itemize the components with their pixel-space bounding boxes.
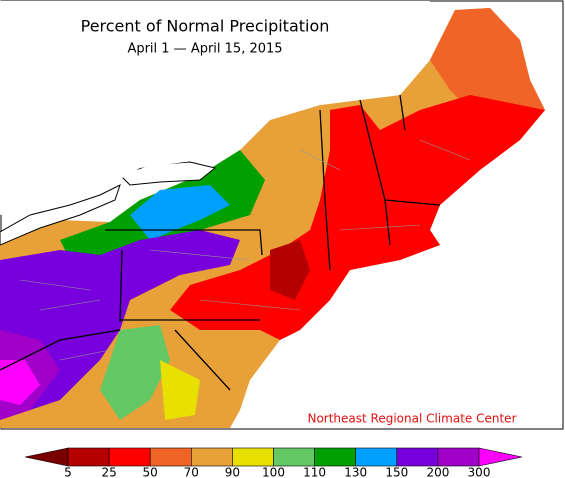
lake-erie bbox=[0, 184, 121, 246]
region-red bbox=[170, 95, 545, 340]
region-blue bbox=[130, 185, 230, 240]
legend-label: 100 bbox=[262, 466, 285, 478]
legend-label: 130 bbox=[344, 466, 367, 478]
legend-label: 90 bbox=[225, 466, 240, 478]
legend-label: 50 bbox=[143, 466, 158, 478]
legend-swatch bbox=[67, 447, 110, 467]
legend-swatch bbox=[355, 447, 398, 467]
region-lightgreen bbox=[100, 325, 170, 420]
legend-label: 200 bbox=[426, 466, 449, 478]
legend-label: 5 bbox=[64, 466, 72, 478]
map-title: Percent of Normal Precipitation bbox=[81, 17, 330, 36]
legend-swatch bbox=[232, 447, 274, 467]
map-subtitle: April 1 — April 15, 2015 bbox=[127, 42, 282, 57]
region-magenta bbox=[0, 360, 40, 405]
legend-label: 25 bbox=[101, 466, 116, 478]
region-yellow bbox=[160, 360, 200, 420]
credit: Northeast Regional Climate Center bbox=[307, 412, 516, 426]
region-maine bbox=[430, 8, 545, 120]
legend: 5 25 50 70 90 100 110 130 150 200 300 bbox=[24, 447, 523, 478]
legend-label: 70 bbox=[184, 466, 199, 478]
legend-arrow-high bbox=[478, 447, 523, 467]
legend-swatch bbox=[314, 447, 357, 467]
region-purple bbox=[0, 230, 240, 420]
legend-arrow-low bbox=[24, 447, 69, 467]
legend-label: 150 bbox=[385, 466, 408, 478]
canada bbox=[0, 1, 430, 215]
legend-label: 110 bbox=[303, 466, 326, 478]
land bbox=[0, 8, 545, 428]
legend-swatch bbox=[437, 447, 480, 467]
legend-swatch bbox=[396, 447, 439, 467]
legend-swatch bbox=[191, 447, 233, 467]
map: Percent of Normal Precipitation April 1 … bbox=[0, 0, 564, 430]
legend-swatch bbox=[108, 447, 151, 467]
state-lines bbox=[0, 94, 441, 391]
county-lines bbox=[19, 139, 471, 361]
legend-label: 300 bbox=[468, 466, 491, 478]
region-darkred bbox=[270, 240, 310, 300]
legend-swatch bbox=[273, 447, 315, 467]
legend-swatch bbox=[149, 447, 192, 467]
